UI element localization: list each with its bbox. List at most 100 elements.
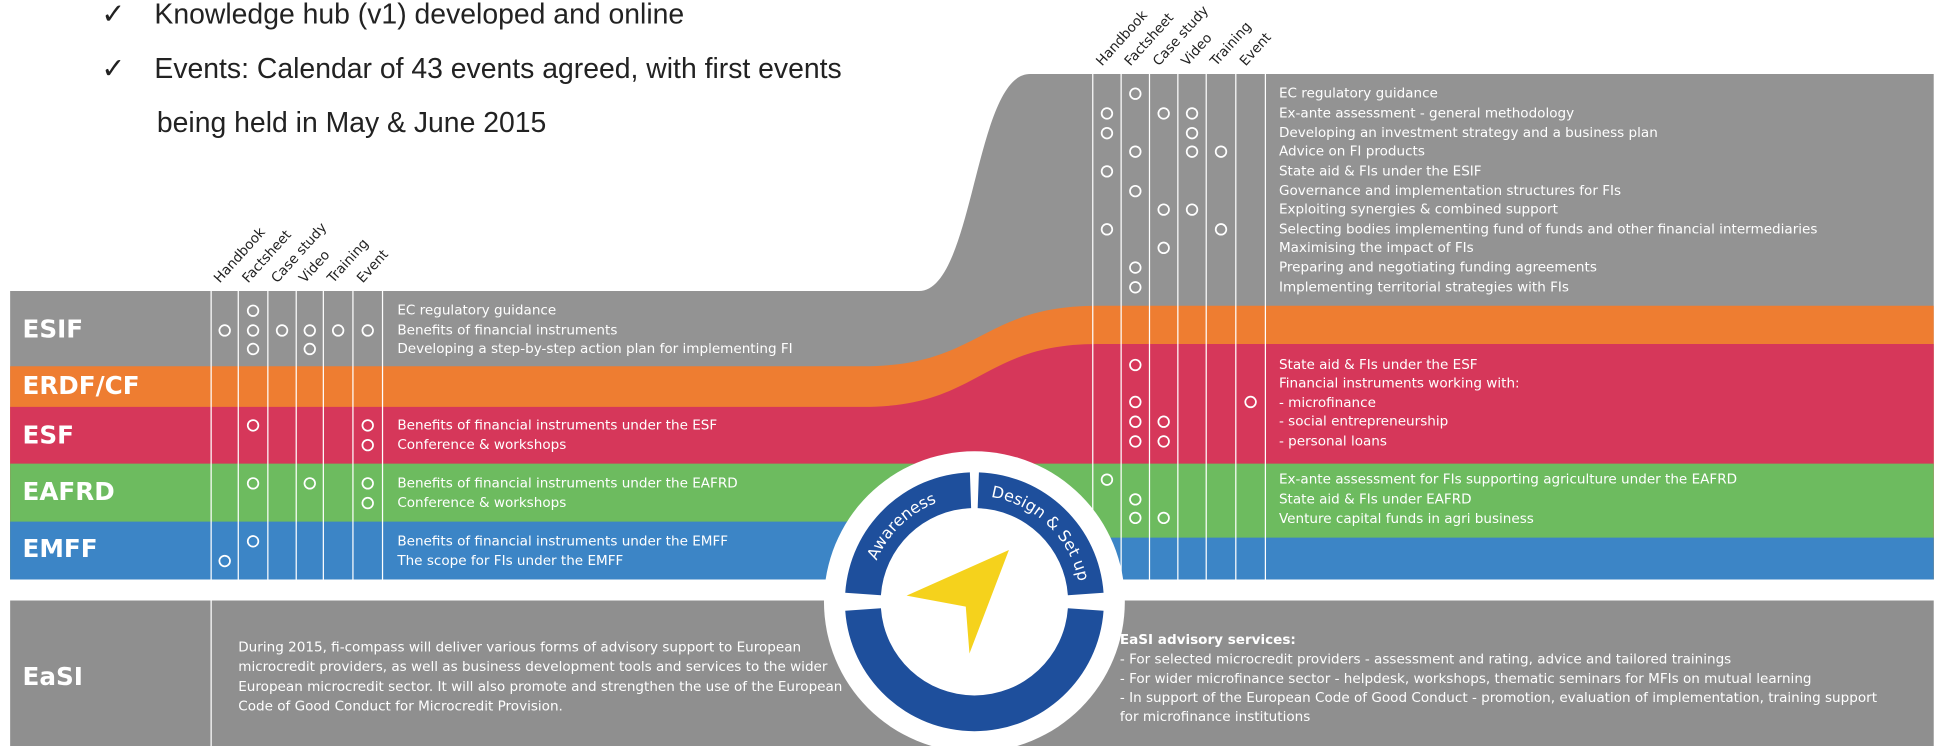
indicator bbox=[1157, 415, 1170, 428]
item: Implementing territorial strategies with… bbox=[1279, 279, 1569, 295]
indicator bbox=[361, 477, 374, 490]
row-label: EMFF bbox=[22, 534, 97, 563]
easi-text: microcredit providers, as well as busine… bbox=[238, 659, 828, 675]
indicator bbox=[361, 496, 374, 510]
easi-text: - In support of the European Code of Goo… bbox=[1120, 690, 1877, 706]
row-label: ESIF bbox=[22, 314, 83, 343]
easi-text: for microfinance institutions bbox=[1120, 709, 1310, 725]
indicator bbox=[246, 477, 260, 490]
easi-text: European microcredit sector. It will als… bbox=[238, 679, 842, 695]
indicator bbox=[1100, 127, 1114, 140]
wheel-segment bbox=[977, 472, 1104, 596]
bullet-text: Knowledge hub (v1) developed and online bbox=[154, 0, 684, 31]
item: State aid & FIs under EAFRD bbox=[1279, 491, 1472, 507]
item: Preparing and negotiating funding agreem… bbox=[1279, 260, 1597, 276]
indicator bbox=[218, 554, 231, 568]
indicator bbox=[1100, 223, 1114, 236]
indicator bbox=[1100, 107, 1114, 120]
indicator bbox=[1129, 281, 1142, 294]
indicator bbox=[275, 324, 289, 337]
item: - social entrepreneurship bbox=[1279, 414, 1448, 430]
indicator bbox=[1185, 203, 1199, 216]
indicator bbox=[1157, 511, 1170, 525]
item: Ex-ante assessment for FIs supporting ag… bbox=[1279, 472, 1737, 488]
item: Developing an investment strategy and a … bbox=[1279, 125, 1658, 141]
indicator bbox=[246, 324, 260, 337]
item: Conference & workshops bbox=[397, 495, 566, 511]
indicator bbox=[1157, 107, 1170, 120]
indicator bbox=[1185, 145, 1199, 158]
indicator bbox=[361, 419, 374, 432]
item: The scope for FIs under the EMFF bbox=[396, 553, 623, 569]
bullet-text: being held in May & June 2015 bbox=[157, 107, 546, 139]
item: Selecting bodies implementing fund of fu… bbox=[1279, 221, 1817, 237]
wheel-segment bbox=[845, 608, 1104, 732]
arrow bbox=[906, 549, 1009, 654]
item: State aid & FIs under the ESIF bbox=[1279, 163, 1482, 179]
item: Developing a step-by-step action plan fo… bbox=[397, 341, 792, 357]
indicator bbox=[246, 342, 260, 356]
indicator bbox=[1214, 223, 1228, 236]
item: - microfinance bbox=[1279, 395, 1376, 411]
indicator bbox=[246, 304, 260, 317]
indicator bbox=[218, 324, 231, 337]
indicator bbox=[246, 535, 260, 548]
item: Venture capital funds in agri business bbox=[1279, 511, 1534, 527]
indicator bbox=[361, 324, 374, 337]
item: Exploiting synergies & combined support bbox=[1279, 202, 1558, 218]
indicator bbox=[1157, 203, 1170, 216]
item: Maximising the impact of FIs bbox=[1279, 240, 1474, 256]
indicator bbox=[1157, 241, 1170, 255]
indicator bbox=[1129, 511, 1142, 525]
indicator bbox=[1157, 435, 1170, 448]
item: Benefits of financial instruments bbox=[397, 322, 617, 338]
indicator bbox=[1244, 395, 1257, 409]
easi-text: During 2015, fi-compass will deliver var… bbox=[238, 639, 801, 655]
indicator bbox=[246, 419, 260, 432]
easi-text: - For wider microfinance sector - helpde… bbox=[1120, 671, 1812, 687]
check: ✓ bbox=[101, 0, 125, 31]
indicator bbox=[1129, 261, 1142, 274]
easi-title: EaSI advisory services: bbox=[1120, 632, 1296, 648]
wheel-segment bbox=[845, 472, 972, 596]
indicator bbox=[1185, 127, 1199, 140]
item: State aid & FIs under the ESF bbox=[1279, 357, 1478, 373]
indicator bbox=[1129, 435, 1142, 448]
item: EC regulatory guidance bbox=[397, 303, 556, 319]
indicator bbox=[1214, 145, 1228, 158]
item: Advice on FI products bbox=[1279, 144, 1425, 160]
indicator bbox=[331, 324, 345, 337]
item: Ex-ante assessment - general methodology bbox=[1279, 105, 1574, 121]
indicator bbox=[303, 477, 316, 490]
indicator bbox=[1129, 87, 1142, 100]
indicator bbox=[361, 438, 374, 452]
check: ✓ bbox=[101, 53, 125, 85]
easi-text: - For selected microcredit providers - a… bbox=[1120, 652, 1731, 668]
item: - personal loans bbox=[1279, 433, 1387, 449]
indicator bbox=[1129, 415, 1142, 428]
indicator bbox=[303, 342, 316, 356]
indicator bbox=[1100, 473, 1114, 486]
item: Governance and implementation structures… bbox=[1279, 183, 1621, 199]
row-label: ESF bbox=[22, 421, 73, 450]
bullet-text: Events: Calendar of 43 events agreed, wi… bbox=[154, 53, 841, 85]
content: ESIF EC regulatory guidance Benefits of fi… bbox=[22, 3, 1877, 746]
item: Benefits of financial instruments under … bbox=[397, 475, 737, 491]
indicator bbox=[1185, 107, 1199, 120]
item: Conference & workshops bbox=[397, 437, 566, 453]
row-label: EAFRD bbox=[22, 477, 114, 506]
item: Benefits of financial instruments under … bbox=[397, 533, 728, 549]
easi-text: Code of Good Conduct for Microcredit Pro… bbox=[238, 699, 563, 715]
easi-label: EaSI bbox=[22, 662, 82, 691]
indicator bbox=[1129, 358, 1142, 372]
item: Financial instruments working with: bbox=[1279, 375, 1520, 391]
row-label: ERDF/CF bbox=[22, 371, 139, 400]
indicator bbox=[303, 324, 316, 337]
indicator bbox=[1129, 145, 1142, 158]
indicator bbox=[1100, 165, 1114, 178]
indicator bbox=[1129, 493, 1142, 506]
indicator bbox=[1129, 184, 1142, 198]
indicator bbox=[1129, 395, 1142, 409]
item: Benefits of financial instruments under … bbox=[397, 417, 717, 433]
